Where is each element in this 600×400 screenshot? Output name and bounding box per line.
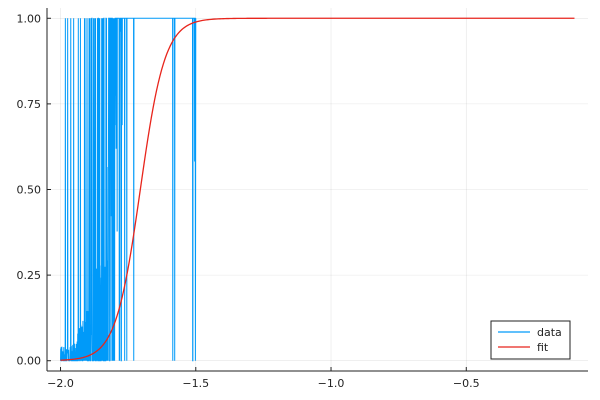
- x-tick-label: −0.5: [453, 377, 480, 390]
- y-tick-label: 1.00: [17, 12, 42, 25]
- grid: [47, 8, 588, 371]
- y-tick-label: 0.00: [17, 355, 42, 368]
- legend-label-fit: fit: [537, 341, 549, 354]
- series-line-fit: [60, 17, 575, 361]
- x-tick-label: −1.5: [182, 377, 209, 390]
- y-tick-label: 0.25: [17, 269, 42, 282]
- legend-box: [490, 320, 571, 360]
- series-layer: [60, 17, 575, 362]
- legend-label-data: data: [537, 326, 562, 339]
- y-tick-label: 0.75: [17, 98, 42, 111]
- y-tick-label: 0.50: [17, 184, 42, 197]
- ticks: −2.0 −1.5 −1.0 −0.5 0.00 0.25 0.50 0.75 1.00: [17, 12, 480, 390]
- x-tick-label: −2.0: [47, 377, 74, 390]
- series-line-data: [60, 17, 197, 362]
- x-tick-label: −1.0: [318, 377, 345, 390]
- legend: data fit: [490, 320, 571, 360]
